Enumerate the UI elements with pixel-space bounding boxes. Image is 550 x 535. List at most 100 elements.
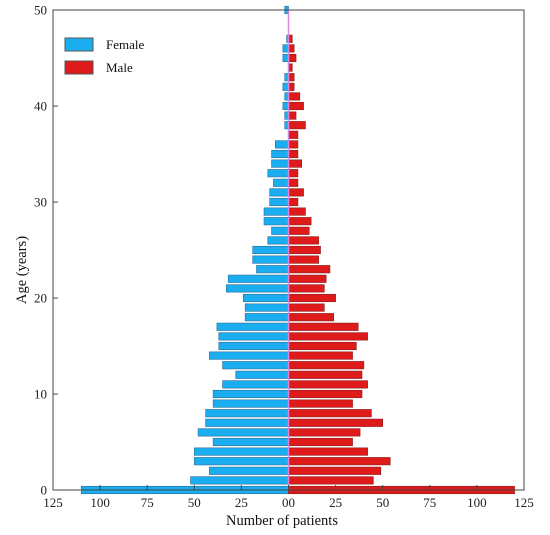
- bar-female-age-18: [244, 313, 289, 322]
- y-tick-label: 0: [41, 483, 48, 498]
- legend-swatch-male: [64, 60, 94, 75]
- x-tick-label: 125: [43, 495, 63, 510]
- bar-male-age-9: [288, 399, 353, 408]
- x-axis-title: Number of patients: [226, 513, 338, 529]
- bar-male-age-10: [288, 389, 363, 399]
- bar-female-age-24: [252, 255, 289, 264]
- bar-male-age-30: [288, 197, 299, 207]
- bar-female-age-14: [209, 351, 289, 360]
- bar-male-age-14: [288, 351, 353, 360]
- bar-female-age-26: [267, 236, 289, 245]
- bar-female-age-27: [271, 226, 289, 235]
- bar-male-age-42: [288, 82, 295, 91]
- bar-male-age-1: [288, 476, 374, 485]
- bar-male-age-28: [288, 217, 312, 226]
- bar-male-age-3: [288, 457, 391, 466]
- x-tick-label: 00: [282, 495, 295, 510]
- x-tick-label: 50: [376, 495, 389, 510]
- bar-female-age-5: [212, 437, 289, 447]
- bar-male-age-27: [288, 226, 310, 235]
- bar-male-age-41: [288, 92, 301, 101]
- bar-male-age-36: [288, 140, 299, 149]
- x-tick-label: 50: [188, 495, 201, 510]
- legend: Female Male: [64, 37, 144, 75]
- y-tick-label: 30: [34, 195, 47, 210]
- bar-male-age-4: [288, 447, 368, 456]
- bar-female-age-3: [194, 457, 289, 466]
- bar-male-age-43: [288, 73, 295, 82]
- bar-female-age-29: [263, 207, 289, 216]
- bar-male-age-32: [288, 178, 299, 187]
- bar-male-age-26: [288, 236, 319, 245]
- x-tick-label: 125: [514, 495, 534, 510]
- bar-male-age-38: [288, 121, 306, 130]
- bar-female-age-46: [282, 44, 289, 53]
- bar-female-age-23: [256, 265, 289, 274]
- bar-male-age-23: [288, 265, 331, 274]
- bar-male-age-46: [288, 44, 295, 53]
- bar-female-age-25: [252, 245, 289, 255]
- bar-female-age-45: [282, 53, 289, 63]
- y-axis-ticks: 0 10 20 30 40 50: [34, 3, 58, 498]
- bar-female-age-7: [205, 418, 289, 427]
- x-tick-label: 25: [329, 495, 342, 510]
- bar-male-age-19: [288, 303, 325, 312]
- bar-female-age-16: [218, 332, 289, 341]
- bar-male-age-21: [288, 284, 325, 293]
- bar-male-age-35: [288, 149, 299, 159]
- legend-label-male: Male: [106, 60, 133, 75]
- male-bars: [288, 34, 515, 495]
- legend-label-female: Female: [106, 37, 144, 52]
- bar-female-age-2: [209, 466, 289, 475]
- bar-female-age-1: [190, 476, 289, 485]
- bar-female-age-11: [222, 380, 289, 389]
- bar-male-age-11: [288, 380, 368, 389]
- y-tick-label: 50: [34, 3, 47, 18]
- bar-male-age-2: [288, 466, 382, 475]
- bar-female-age-20: [242, 293, 289, 303]
- bar-female-age-32: [273, 178, 289, 187]
- x-axis-ticks: 125 100 75 50 25 00 25 50 75 100 125: [43, 485, 534, 510]
- legend-swatch-female: [64, 37, 94, 52]
- bar-male-age-37: [288, 130, 299, 139]
- bar-female-age-22: [227, 274, 289, 283]
- bar-female-age-10: [212, 389, 289, 399]
- bar-male-age-20: [288, 293, 336, 303]
- bar-male-age-40: [288, 101, 304, 111]
- bar-female-age-34: [271, 159, 289, 168]
- x-tick-label: 25: [235, 495, 248, 510]
- bar-female-age-17: [216, 322, 289, 331]
- bar-female-age-15: [218, 341, 289, 351]
- bar-female-age-30: [269, 197, 289, 207]
- bar-female-age-4: [194, 447, 289, 456]
- bar-female-age-31: [269, 188, 289, 197]
- bar-male-age-25: [288, 245, 321, 255]
- bar-female-age-33: [267, 169, 289, 178]
- bar-male-age-8: [288, 409, 372, 418]
- bar-female-age-28: [263, 217, 289, 226]
- bar-female-age-40: [282, 101, 289, 111]
- bar-female-age-19: [244, 303, 289, 312]
- bar-female-age-42: [282, 82, 289, 91]
- bar-female-age-6: [197, 428, 289, 437]
- bar-female-age-9: [212, 399, 289, 408]
- bar-male-age-18: [288, 313, 335, 322]
- bar-male-age-24: [288, 255, 319, 264]
- bar-male-age-15: [288, 341, 357, 351]
- bar-female-age-8: [205, 409, 289, 418]
- bar-male-age-16: [288, 332, 368, 341]
- y-axis-title: Age (years): [14, 236, 30, 304]
- bar-male-age-6: [288, 428, 361, 437]
- bar-male-age-33: [288, 169, 299, 178]
- bar-female-age-36: [275, 140, 289, 149]
- x-tick-label: 75: [141, 495, 154, 510]
- x-tick-label: 100: [90, 495, 110, 510]
- y-tick-label: 20: [34, 291, 47, 306]
- bar-male-age-22: [288, 274, 327, 283]
- bar-male-age-45: [288, 53, 297, 63]
- bar-male-age-13: [288, 361, 365, 370]
- bar-female-age-13: [222, 361, 289, 370]
- bar-male-age-17: [288, 322, 359, 331]
- bar-female-age-35: [271, 149, 289, 159]
